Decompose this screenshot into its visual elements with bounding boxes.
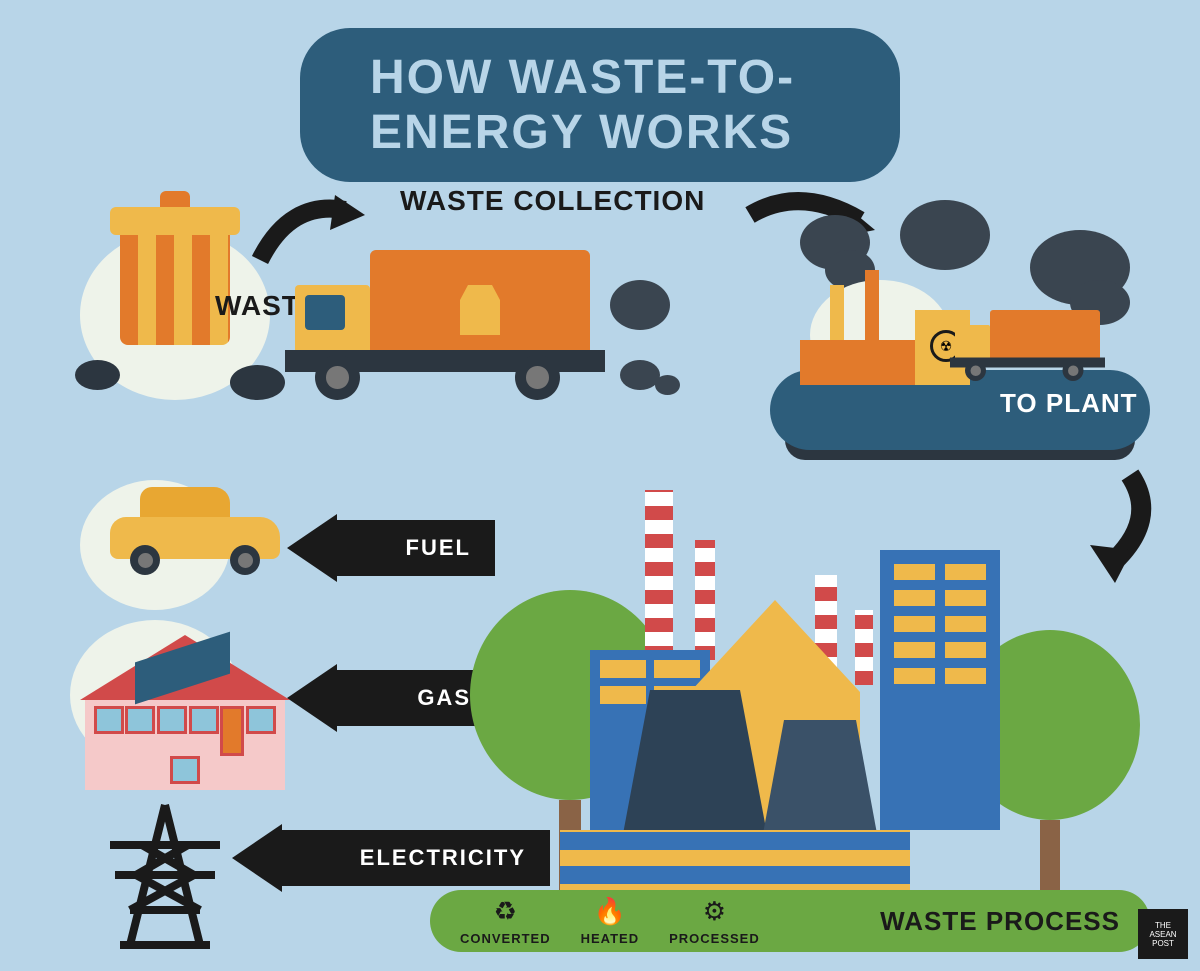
- waste-process-legend: ♻ CONVERTED 🔥 HEATED ⚙ PROCESSED WASTE P…: [430, 890, 1150, 952]
- process-step-processed: ⚙ PROCESSED: [669, 896, 760, 946]
- stage-label-process: WASTE PROCESS: [880, 906, 1120, 937]
- exhaust-cloud: [655, 375, 680, 395]
- waste-process-plant-icon: [470, 520, 1170, 920]
- garbage-truck-icon: [370, 250, 590, 370]
- transmission-tower-icon: [100, 800, 230, 950]
- process-step-label: CONVERTED: [460, 931, 551, 946]
- smoke-cloud: [900, 200, 990, 270]
- process-step-label: HEATED: [581, 931, 639, 946]
- exhaust-cloud: [610, 280, 670, 330]
- output-label-gas: GAS: [417, 685, 471, 711]
- car-icon: [110, 515, 280, 559]
- trash-blob: [230, 365, 285, 400]
- page-title: HOW WASTE-TO-ENERGY WORKS: [300, 28, 900, 182]
- house-icon: [80, 635, 290, 790]
- gear-icon: ⚙: [703, 896, 726, 927]
- process-step-heated: 🔥 HEATED: [581, 896, 639, 946]
- exhaust-cloud: [620, 360, 660, 390]
- stage-label-to-plant: TO PLANT: [1000, 388, 1138, 419]
- process-step-label: PROCESSED: [669, 931, 760, 946]
- process-step-converted: ♻ CONVERTED: [460, 896, 551, 946]
- output-label-fuel: FUEL: [406, 535, 471, 561]
- arrow-waste-to-collection: [250, 190, 370, 280]
- mini-truck-icon: [990, 310, 1100, 365]
- source-attribution: THE ASEAN POST: [1138, 909, 1188, 959]
- trash-blob: [75, 360, 120, 390]
- recycle-icon: ♻: [494, 896, 517, 927]
- stage-label-collection: WASTE COLLECTION: [400, 185, 705, 217]
- flame-icon: 🔥: [594, 896, 626, 927]
